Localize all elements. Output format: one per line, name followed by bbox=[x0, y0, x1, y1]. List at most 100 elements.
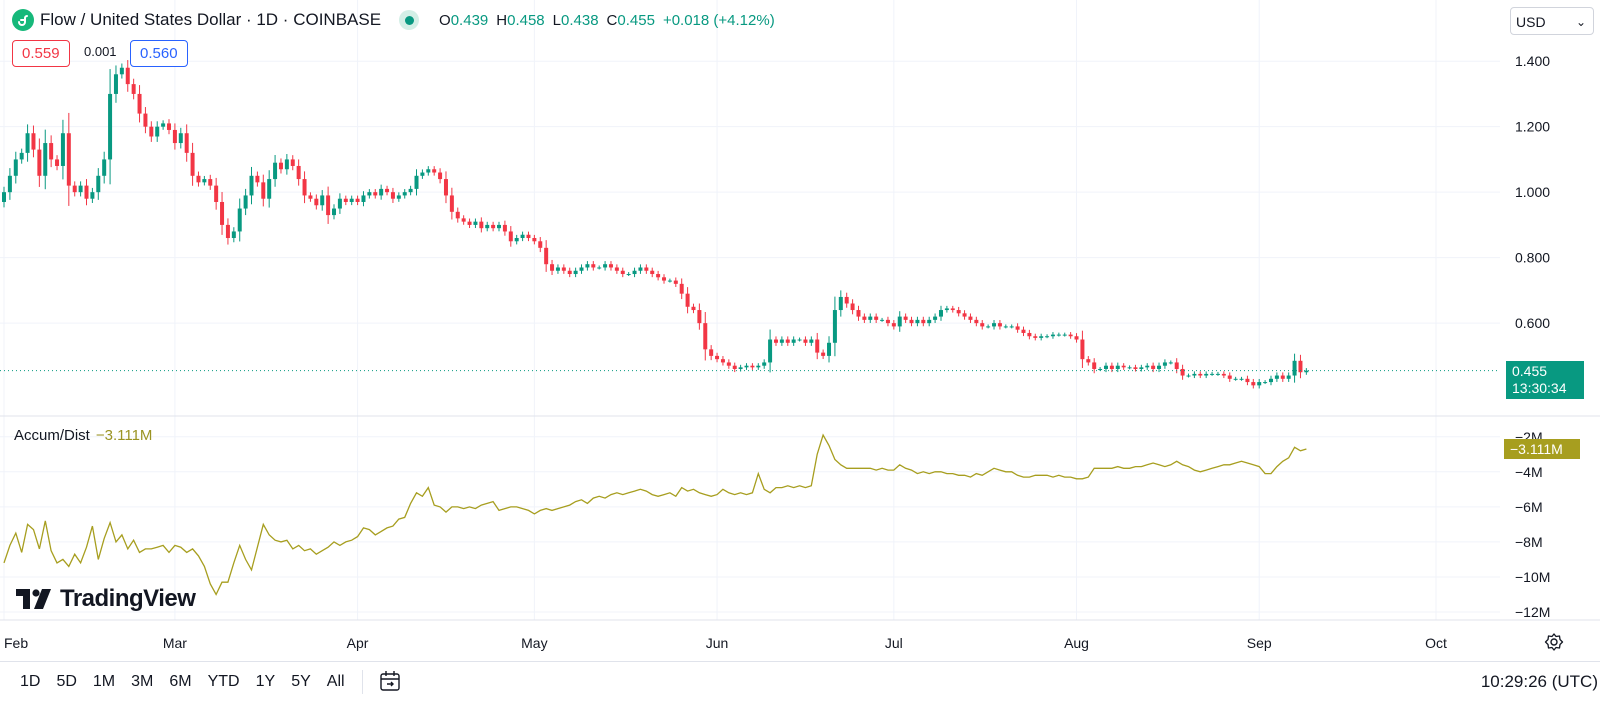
candle bbox=[267, 170, 272, 208]
y-tick-label: 0.600 bbox=[1515, 315, 1550, 331]
candle bbox=[1151, 362, 1156, 373]
candle bbox=[1221, 371, 1226, 379]
chevron-down-icon: ⌄ bbox=[1575, 15, 1586, 29]
market-open-dot-icon[interactable] bbox=[399, 10, 420, 30]
watermark-text: TradingView bbox=[60, 585, 196, 612]
candle bbox=[231, 227, 236, 243]
candle bbox=[744, 363, 749, 370]
candle bbox=[13, 151, 18, 184]
candle bbox=[497, 221, 502, 232]
candle bbox=[449, 187, 454, 220]
candle bbox=[72, 181, 77, 197]
settings-gear-icon[interactable] bbox=[1544, 632, 1564, 652]
candle bbox=[986, 324, 991, 329]
candle bbox=[385, 185, 390, 196]
currency-select[interactable]: USD ⌄ bbox=[1510, 7, 1594, 35]
bottom-toolbar: 1D 5D 1M 3M 6M YTD 1Y 5Y All 10:29:26 (UTC) bbox=[0, 661, 1600, 702]
candle bbox=[1109, 362, 1114, 373]
candle bbox=[225, 218, 230, 245]
indicator-name: Accum/Dist bbox=[14, 427, 90, 444]
candle bbox=[526, 231, 531, 242]
candle bbox=[78, 181, 83, 197]
candle bbox=[544, 240, 549, 272]
candle bbox=[862, 313, 867, 323]
candle bbox=[1251, 378, 1256, 389]
go-to-date-icon[interactable] bbox=[378, 669, 402, 693]
range-button-all[interactable]: All bbox=[326, 673, 345, 690]
candle bbox=[66, 112, 71, 206]
tradingview-watermark[interactable]: TradingView bbox=[16, 585, 196, 613]
candle bbox=[520, 231, 525, 242]
candle bbox=[390, 187, 395, 203]
candle bbox=[1003, 324, 1008, 329]
candle bbox=[1074, 333, 1079, 343]
range-button-1d[interactable]: 1D bbox=[20, 673, 41, 690]
utc-clock[interactable]: 10:29:26 (UTC) bbox=[1480, 672, 1598, 691]
range-button-5y[interactable]: 5Y bbox=[291, 673, 311, 690]
candle bbox=[461, 215, 466, 225]
candle bbox=[131, 78, 136, 100]
candle bbox=[1198, 371, 1203, 379]
candle bbox=[1068, 332, 1073, 339]
sell-button[interactable]: 0.559 bbox=[12, 40, 70, 67]
range-button-3m[interactable]: 3M bbox=[131, 673, 154, 690]
candle bbox=[638, 264, 643, 274]
range-button-ytd[interactable]: YTD bbox=[207, 673, 240, 690]
range-button-1y[interactable]: 1Y bbox=[255, 673, 276, 690]
ad-y-tick-label: −12M bbox=[1515, 604, 1550, 620]
candle bbox=[779, 336, 784, 346]
candle bbox=[290, 155, 295, 171]
candle bbox=[938, 305, 943, 321]
candle bbox=[84, 179, 89, 206]
ad-y-tick-label: −6M bbox=[1515, 499, 1543, 515]
indicator-legend[interactable]: Accum/Dist −3.111M bbox=[14, 427, 152, 444]
candle bbox=[874, 313, 879, 323]
candle bbox=[803, 336, 808, 346]
candle bbox=[208, 174, 213, 190]
candle bbox=[1115, 362, 1120, 373]
toolbar-divider bbox=[362, 670, 363, 694]
ad-y-tick-label: −4M bbox=[1515, 464, 1543, 480]
candle bbox=[1245, 375, 1250, 386]
buy-button[interactable]: 0.560 bbox=[130, 40, 188, 67]
candle bbox=[827, 336, 832, 363]
candle bbox=[1009, 324, 1014, 329]
candle bbox=[396, 192, 401, 202]
candle bbox=[933, 313, 938, 323]
candle bbox=[550, 259, 555, 276]
candle bbox=[750, 363, 755, 370]
candle bbox=[60, 119, 65, 180]
candle bbox=[891, 320, 896, 330]
x-tick-label: Sep bbox=[1247, 635, 1272, 651]
candle bbox=[284, 154, 289, 175]
range-button-5d[interactable]: 5D bbox=[56, 673, 77, 690]
candle bbox=[897, 311, 902, 332]
candle bbox=[349, 195, 354, 206]
candle bbox=[997, 320, 1002, 330]
candle bbox=[1056, 332, 1061, 337]
candle bbox=[402, 189, 407, 199]
candle bbox=[1263, 380, 1268, 385]
candle bbox=[685, 287, 690, 314]
candle bbox=[1062, 332, 1067, 337]
candle bbox=[720, 356, 725, 366]
candle bbox=[149, 121, 154, 142]
candle bbox=[55, 155, 60, 171]
candle bbox=[326, 186, 331, 224]
candle bbox=[243, 188, 248, 216]
candle bbox=[909, 316, 914, 327]
candle bbox=[620, 267, 625, 278]
candle bbox=[773, 336, 778, 346]
range-button-1m[interactable]: 1M bbox=[92, 673, 116, 690]
candle bbox=[426, 166, 431, 176]
symbol-title[interactable]: Flow / United States Dollar · 1D · COINB… bbox=[40, 10, 382, 29]
candle bbox=[567, 267, 572, 278]
candle bbox=[1257, 378, 1262, 389]
candle bbox=[408, 185, 413, 196]
ohlc-close: C0.455 bbox=[606, 11, 655, 29]
y-tick-label: 1.000 bbox=[1515, 184, 1550, 200]
candle bbox=[455, 207, 460, 223]
range-button-6m[interactable]: 6M bbox=[169, 673, 192, 690]
candle bbox=[19, 148, 24, 164]
